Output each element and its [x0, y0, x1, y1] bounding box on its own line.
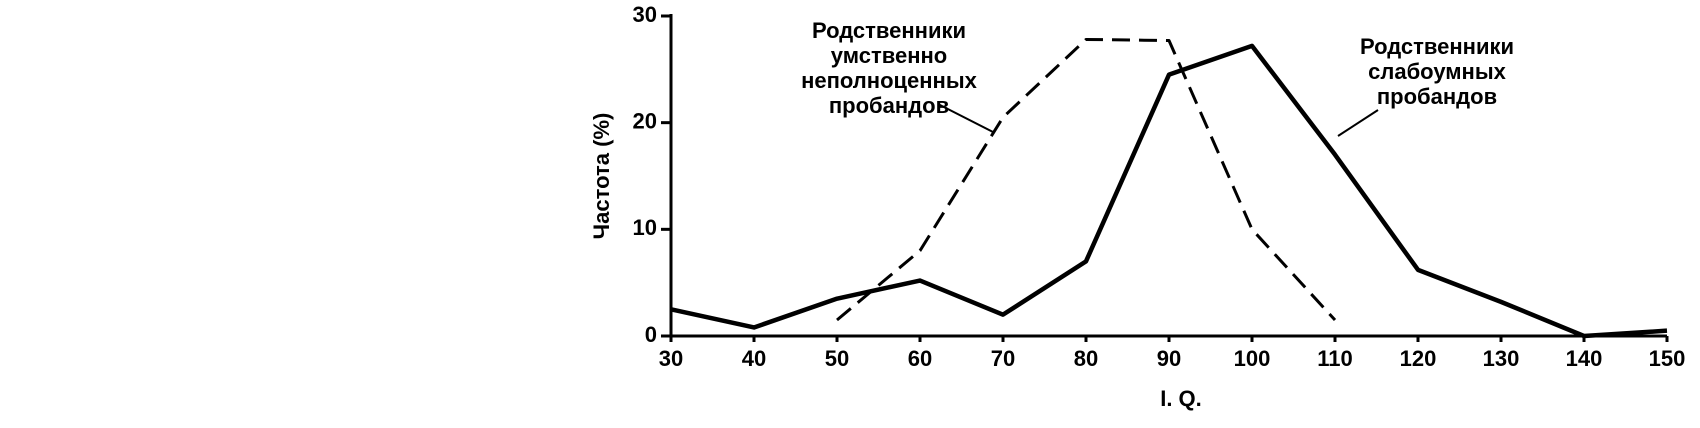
label-leader [937, 103, 994, 133]
x-tick-label: 130 [1483, 346, 1520, 371]
y-tick-label: 0 [645, 322, 657, 347]
y-axis-label: Частота (%) [589, 113, 614, 240]
x-tick-label: 70 [991, 346, 1015, 371]
x-tick-label: 150 [1649, 346, 1686, 371]
x-axis-label: I. Q. [1160, 386, 1202, 411]
y-tick-label: 20 [633, 108, 657, 133]
series-line [836, 37, 1337, 322]
x-tick-label: 110 [1317, 346, 1353, 371]
series-label: Родственники умственно неполноценных пробан… [801, 18, 978, 118]
x-tick-label: 30 [659, 346, 683, 371]
y-tick-label: 30 [633, 2, 657, 27]
series-label: Родственники слабоумных пробандов [1360, 34, 1514, 109]
x-tick-label: 100 [1234, 346, 1271, 371]
x-tick-label: 60 [908, 346, 932, 371]
y-tick-label: 10 [633, 215, 657, 240]
x-tick-label: 120 [1400, 346, 1437, 371]
label-leader [1337, 109, 1379, 137]
x-tick-label: 80 [1074, 346, 1098, 371]
x-tick-label: 40 [742, 346, 766, 371]
x-tick-label: 90 [1157, 346, 1181, 371]
x-tick-label: 140 [1566, 346, 1603, 371]
x-tick-label: 50 [825, 346, 849, 371]
series-line [670, 43, 1668, 339]
